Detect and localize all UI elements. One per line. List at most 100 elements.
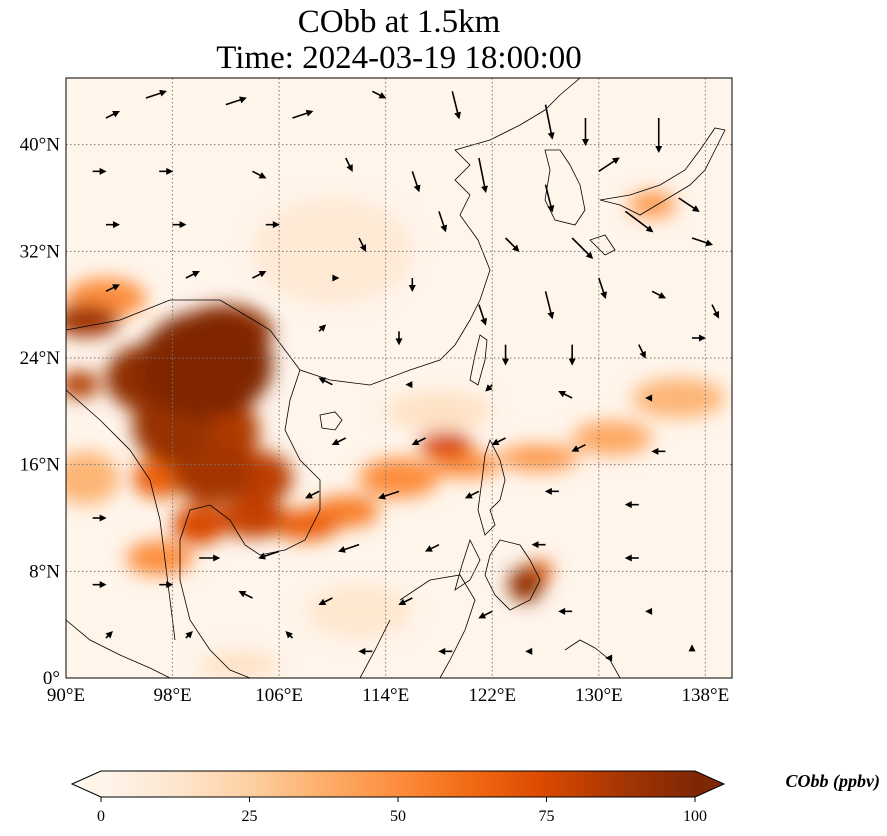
wind-arrow-head — [411, 438, 420, 445]
wind-arrow-shaft — [544, 291, 553, 315]
wind-arrow-head — [624, 501, 632, 509]
wind-arrow — [624, 210, 654, 233]
wind-arrow — [292, 109, 314, 119]
wind-arrow-shaft — [262, 550, 280, 558]
wind-arrow-head — [571, 445, 580, 452]
wind-arrow-head — [238, 591, 247, 598]
wind-arrow — [451, 91, 461, 120]
wind-arrow — [411, 171, 421, 193]
wind-arrow-shaft — [438, 211, 446, 228]
wind-arrow-head — [305, 492, 313, 499]
wind-arrow — [92, 581, 107, 589]
colorbar-tick-label: 0 — [97, 808, 105, 825]
wind-arrow-head — [547, 311, 555, 320]
wind-arrow-head — [338, 546, 346, 553]
wind-arrow — [265, 221, 280, 229]
wind-arrow-head — [318, 377, 327, 384]
wind-arrow-head — [600, 291, 607, 299]
wind-arrow-head — [525, 647, 533, 655]
cobb-plume — [252, 198, 413, 305]
wind-arrow-head — [645, 607, 653, 615]
wind-arrow — [544, 291, 555, 320]
wind-arrow-head — [502, 358, 510, 366]
wind-arrow-head — [112, 284, 120, 291]
wind-arrow-head — [258, 172, 267, 179]
wind-arrow — [258, 550, 280, 560]
coastline-myanmar — [66, 389, 176, 641]
cobb-plume — [359, 458, 439, 498]
cobb-plume — [132, 458, 186, 498]
wind-arrow-head — [547, 132, 555, 140]
wind-arrow-head — [645, 225, 654, 233]
wind-arrow — [172, 221, 187, 229]
wind-arrow-shaft — [382, 490, 400, 498]
lat-tick-label: 32°N — [20, 241, 61, 262]
wind-arrow — [331, 437, 347, 445]
wind-arrow-head — [405, 381, 413, 389]
wind-arrow — [105, 221, 120, 229]
wind-arrow-head — [166, 581, 174, 589]
colorbar-extend-high — [695, 771, 724, 797]
wind-arrow — [159, 581, 174, 589]
wind-arrow-head — [112, 221, 120, 229]
wind-arrow — [558, 607, 573, 615]
wind-arrow — [338, 543, 360, 553]
coastline-borneo — [359, 574, 476, 678]
wind-arrow-head — [624, 554, 632, 562]
wind-arrow-shaft — [598, 159, 617, 172]
wind-arrow-head — [99, 167, 107, 175]
wind-arrow — [531, 541, 546, 549]
wind-arrow-shaft — [451, 91, 459, 115]
wind-arrow — [145, 89, 167, 99]
wind-arrow-head — [398, 598, 407, 605]
wind-arrow — [525, 647, 533, 655]
wind-arrow-shaft — [504, 237, 517, 250]
wind-arrow-shaft — [571, 237, 591, 257]
gridlines — [66, 78, 732, 678]
cobb-plume — [498, 444, 579, 472]
wind-arrow-shaft — [691, 237, 709, 245]
wind-arrow — [332, 274, 340, 282]
wind-arrow-head — [332, 274, 340, 282]
wind-arrow-shaft — [544, 104, 553, 135]
colorbar-label: CObb (ppbv) — [786, 771, 880, 792]
wind-arrow-shaft — [292, 111, 309, 119]
colorbar-tick-label: 100 — [683, 808, 707, 825]
wind-arrow — [645, 394, 653, 402]
wind-arrow-head — [99, 581, 107, 589]
coastline-korea — [544, 149, 586, 226]
lat-tick-label: 24°N — [20, 348, 61, 369]
coastline-newguinea — [564, 639, 621, 678]
wind-arrow — [305, 490, 320, 499]
coastline-hainan — [319, 411, 343, 431]
wind-arrow-head — [512, 244, 520, 252]
wind-arrow-head — [612, 157, 620, 165]
wind-arrow-head — [99, 514, 107, 522]
lon-tick-label: 98°E — [153, 685, 191, 706]
cobb-plume — [199, 651, 280, 678]
wind-arrow — [105, 111, 120, 119]
lon-tick-label: 130°E — [575, 685, 623, 706]
wind-arrow — [395, 331, 403, 346]
wind-arrow-head — [413, 184, 421, 193]
wind-arrow-head — [318, 598, 327, 605]
wind-arrow — [252, 271, 267, 279]
wind-arrow — [378, 490, 400, 500]
wind-arrow-shaft — [624, 210, 650, 230]
wind-arrow-head — [699, 334, 707, 342]
cobb-plume — [272, 508, 340, 541]
wind-arrow — [225, 96, 247, 106]
cobb-plume — [572, 420, 653, 456]
wind-arrow-head — [645, 394, 653, 402]
wind-arrow-head — [491, 438, 500, 445]
wind-arrow-shaft — [598, 277, 605, 295]
wind-arrow — [92, 514, 107, 522]
wind-arrow-head — [305, 109, 314, 117]
wind-arrow — [105, 284, 120, 293]
map-area — [66, 78, 732, 678]
cobb-plume — [305, 584, 413, 638]
wind-arrow-head — [568, 358, 576, 366]
cobb-plume — [219, 498, 286, 538]
wind-arrow — [581, 118, 589, 146]
wind-arrow-head — [478, 612, 487, 619]
